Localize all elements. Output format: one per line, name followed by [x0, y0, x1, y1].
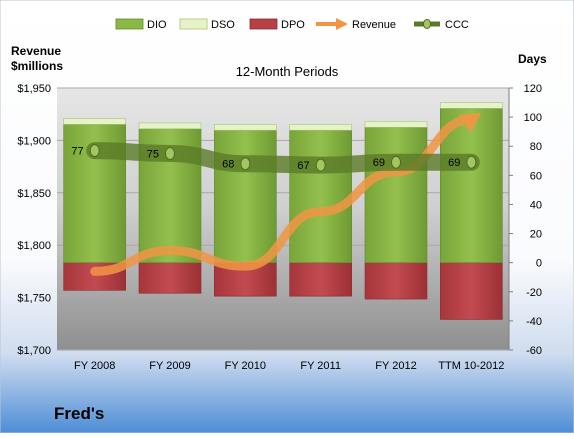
ccc-data-label: 77	[71, 146, 83, 158]
x-tick-label: FY 2012	[375, 360, 416, 372]
bar-dso	[364, 121, 428, 128]
bar-dso	[138, 122, 202, 130]
right-tick-label: 100	[524, 112, 542, 124]
ccc-marker	[89, 144, 100, 158]
legend-label-dpo: DPO	[281, 19, 305, 31]
legend-marker-ccc	[423, 19, 431, 29]
bar-dio	[364, 127, 428, 263]
ccc-data-label: 69	[373, 157, 385, 169]
bar-dso	[63, 118, 126, 125]
bar-dpo	[364, 262, 428, 300]
legend-label-ccc: CCC	[445, 19, 469, 31]
legend-label-dso: DSO	[211, 19, 235, 31]
legend-label-dio: DIO	[147, 19, 167, 31]
company-name: Fred's	[54, 404, 104, 423]
left-tick-label: $1,900	[17, 135, 51, 147]
left-tick-label: $1,800	[17, 240, 51, 252]
ccc-marker	[466, 155, 477, 169]
bar-dio	[289, 129, 352, 263]
revenue-arrowhead	[458, 112, 482, 134]
right-tick-label: 80	[530, 141, 542, 153]
x-tick-label: FY 2010	[225, 360, 266, 372]
legend-swatch-dpo	[249, 18, 278, 30]
right-axis-label: Days	[518, 52, 547, 66]
x-tick-label: FY 2008	[74, 360, 115, 372]
ccc-line	[86, 142, 480, 174]
right-tick-label: -20	[526, 287, 542, 299]
right-tick-label: 0	[536, 258, 542, 270]
left-axis-label-line1: Revenue	[11, 44, 61, 58]
bar-dso	[214, 124, 277, 131]
stacked-bars	[63, 102, 503, 320]
legend-swatch-dso	[179, 18, 208, 30]
left-tick-label: $1,850	[17, 188, 51, 200]
bar-dpo	[440, 262, 503, 320]
ccc-marker	[165, 147, 175, 160]
x-tick-label: FY 2009	[149, 360, 190, 372]
left-tick-label: $1,950	[17, 83, 51, 95]
ccc-series: 77 75 68 67 69 69	[71, 142, 480, 174]
bar-dpo	[138, 262, 202, 294]
ccc-marker	[391, 155, 401, 169]
left-axis-label-line2: $millions	[11, 59, 63, 73]
ccc-data-label: 67	[297, 160, 309, 172]
legend-arrowhead-revenue	[336, 18, 348, 30]
right-tick-label: -40	[526, 316, 542, 328]
left-tick-label: $1,700	[17, 345, 51, 357]
right-tick-label: -60	[526, 345, 542, 357]
legend-label-revenue: Revenue	[352, 19, 396, 31]
x-tick-label: FY 2011	[300, 360, 341, 372]
ccc-marker	[315, 158, 326, 172]
chart-subtitle: 12-Month Periods	[236, 64, 339, 79]
bar-dpo	[289, 262, 352, 297]
bar-dio	[440, 108, 503, 263]
left-tick-label: $1,750	[17, 293, 51, 305]
bar-dio	[214, 129, 277, 263]
bar-dso	[289, 124, 352, 131]
bar-dso	[440, 102, 503, 109]
ccc-marker	[240, 157, 251, 171]
ccc-data-label: 75	[147, 149, 159, 161]
right-tick-label: 60	[530, 170, 542, 182]
right-tick-label: 20	[530, 229, 542, 241]
ccc-data-label: 69	[448, 157, 460, 169]
axes: $1,700 $1,750 $1,800 $1,850 $1,900 $1,950 -60 -…	[17, 83, 542, 372]
right-tick-label: 120	[524, 83, 542, 95]
ccc-data-label: 68	[222, 159, 234, 171]
legend-swatch-dio	[115, 18, 144, 30]
x-tick-label: TTM 10-2012	[438, 360, 504, 372]
right-tick-label: 40	[530, 199, 542, 211]
legend: DIO DSO DPO Revenue CCC	[115, 18, 469, 31]
plot-area	[57, 88, 509, 350]
